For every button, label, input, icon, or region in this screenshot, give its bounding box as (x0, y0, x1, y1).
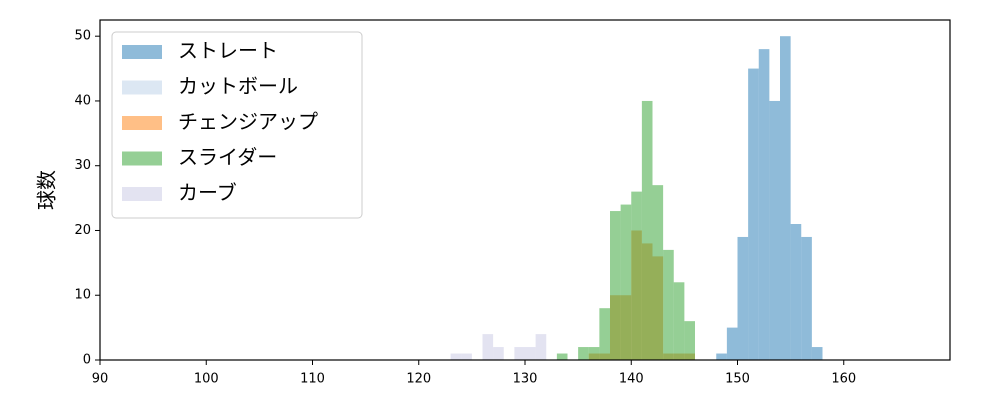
histogram-bar (588, 347, 600, 360)
histogram-bar (578, 347, 589, 360)
legend-label: ストレート (178, 39, 278, 63)
legend-frame (111, 31, 363, 219)
histogram-bar (780, 36, 791, 360)
x-tick-label: 110 (300, 372, 325, 387)
histogram-bar (525, 347, 536, 360)
histogram-bar (748, 68, 759, 361)
legend-swatch (122, 45, 162, 59)
histogram-bar (610, 211, 621, 360)
histogram-bar (556, 353, 568, 360)
histogram-bar (811, 347, 823, 360)
histogram-bar (641, 100, 653, 360)
histogram-bar (758, 49, 770, 361)
histogram-bar (716, 353, 727, 360)
y-tick-label: 20 (74, 223, 91, 238)
y-tick-label: 30 (74, 158, 91, 173)
histogram-bar (684, 321, 695, 360)
histogram-bar (631, 191, 642, 360)
legend-label: カーブ (178, 181, 237, 205)
histogram-bar (461, 353, 472, 360)
histogram-bar (599, 308, 610, 360)
x-tick-label: 100 (194, 372, 219, 387)
legend-swatch (122, 151, 162, 166)
histogram-bar (673, 282, 685, 360)
legend-label: スライダー (178, 145, 277, 169)
y-tick-label: 50 (74, 29, 91, 44)
histogram-bar (652, 185, 664, 360)
histogram-bar (535, 334, 547, 360)
histogram-bar (620, 204, 632, 360)
x-tick-label: 120 (406, 372, 431, 387)
legend-swatch (122, 187, 162, 201)
histogram-bar (769, 100, 780, 360)
histogram-bar (726, 327, 738, 360)
histogram-bar (801, 236, 812, 360)
x-tick-label: 130 (513, 372, 538, 387)
x-tick-label: 150 (725, 372, 750, 387)
histogram-bar (493, 347, 504, 360)
x-tick-label: 90 (92, 372, 109, 387)
histogram-bar (737, 236, 749, 360)
histogram-bar (450, 353, 462, 360)
histogram-bar (663, 249, 674, 360)
legend-swatch (122, 80, 162, 95)
y-tick-label: 10 (74, 288, 91, 303)
y-tick-label: 40 (74, 93, 91, 108)
legend-swatch (122, 116, 162, 130)
histogram-bar (790, 224, 802, 360)
y-tick-label: 0 (83, 353, 91, 368)
y-axis-label: 球数 (35, 170, 59, 210)
x-tick-label: 140 (619, 372, 644, 387)
histogram-bar (514, 347, 525, 360)
histogram-bar (482, 334, 494, 360)
legend-label: チェンジアップ (178, 110, 318, 134)
x-tick-label: 160 (831, 372, 856, 387)
legend-label: カットボール (178, 74, 298, 98)
